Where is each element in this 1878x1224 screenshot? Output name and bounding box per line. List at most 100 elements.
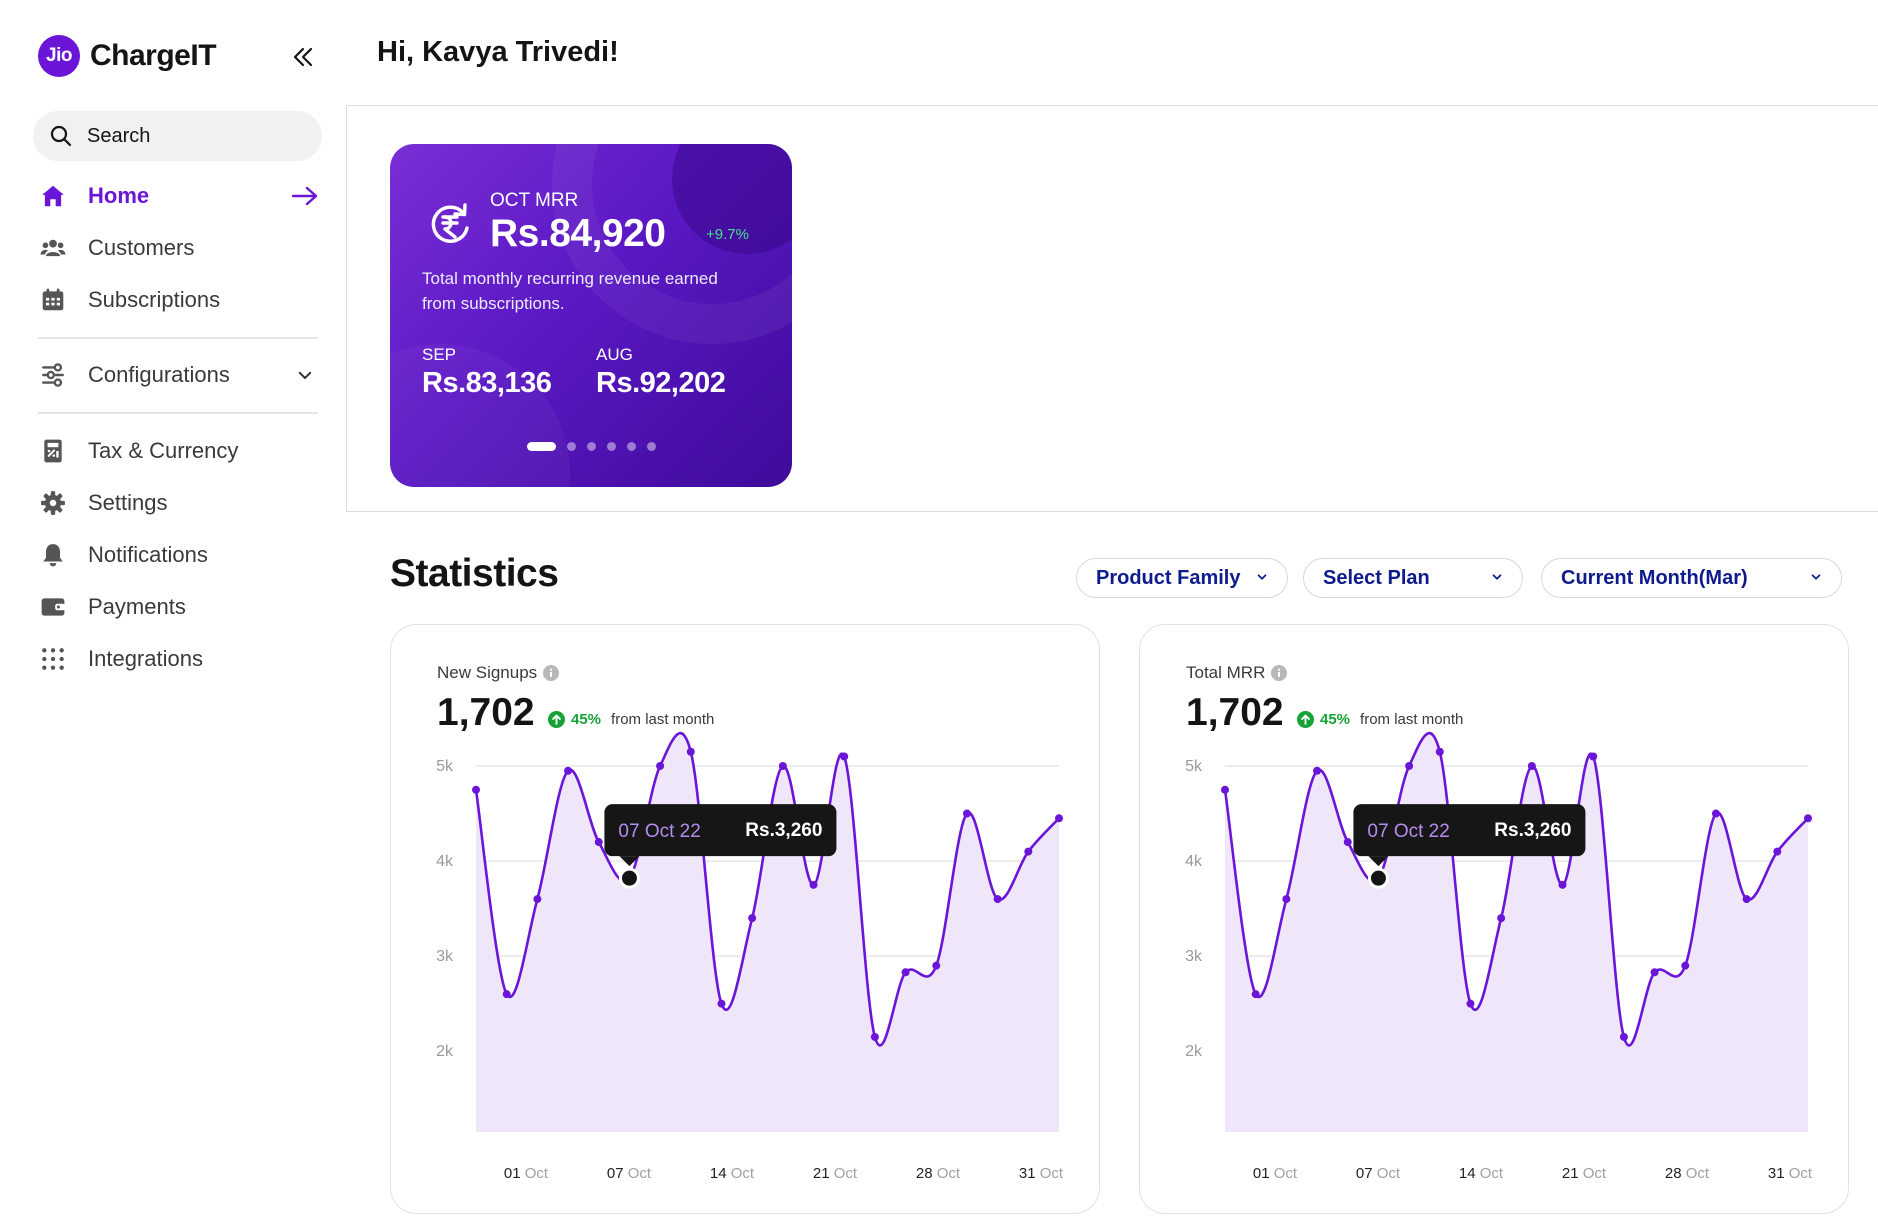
sidebar-item-customers[interactable]: Customers: [38, 222, 320, 274]
x-tick-label: 21 Oct: [1562, 1165, 1607, 1182]
x-tick-label: 28 Oct: [916, 1165, 961, 1182]
x-tick-label: 31 Oct: [1768, 1165, 1813, 1182]
data-point: [1435, 747, 1444, 756]
sidebar-item-configurations[interactable]: Configurations: [38, 349, 320, 401]
carousel-dot[interactable]: [627, 442, 636, 451]
arrow-right-icon: [291, 186, 318, 206]
data-point: [1650, 968, 1659, 977]
carousel-dot[interactable]: [647, 442, 656, 451]
data-point: [1251, 990, 1260, 999]
sidebar-item-settings[interactable]: Settings: [38, 477, 320, 529]
data-point: [901, 968, 910, 977]
total-mrr-chart[interactable]: 5k 4k 3k 2k 01 Oct 07 Oct 14 Oct 21 Oct 28 Oct 31…: [1140, 625, 1850, 1215]
mrr-change: +9.7%: [706, 226, 749, 243]
tooltip-pointer: [619, 856, 640, 867]
y-tick-label: 3k: [436, 948, 454, 965]
sidebar-item-label: Notifications: [88, 542, 208, 567]
card-title-text: New Signups: [437, 663, 538, 682]
sidebar-item-notifications[interactable]: Notifications: [38, 529, 320, 581]
current-month-dropdown[interactable]: Current Month(Mar): [1541, 558, 1842, 598]
select-plan-dropdown[interactable]: Select Plan: [1303, 558, 1523, 598]
new-signups-chart[interactable]: 5k 4k 3k 2k 01 Oct 07 Oct 14 Oct 21 Oct 28 Oct 31…: [391, 625, 1101, 1215]
sidebar-item-home[interactable]: Home: [38, 170, 320, 222]
data-point: [472, 785, 480, 794]
search-input[interactable]: Search: [33, 111, 322, 161]
tooltip-marker: [618, 867, 640, 889]
data-point: [1024, 847, 1033, 856]
new-signups-card: New Signups 1,702 45% from last month 5k…: [390, 624, 1100, 1214]
data-point: [1405, 762, 1414, 771]
x-tick-label: 01 Oct: [504, 1165, 549, 1182]
carousel-dot[interactable]: [587, 442, 596, 451]
x-tick-label: 21 Oct: [813, 1165, 858, 1182]
product-family-dropdown[interactable]: Product Family: [1076, 558, 1288, 598]
data-point: [686, 747, 695, 756]
info-icon[interactable]: [1271, 665, 1288, 681]
carousel-dot[interactable]: [607, 442, 616, 451]
sidebar-item-label: Tax & Currency: [88, 438, 239, 463]
rupee-refresh-icon: [431, 203, 469, 243]
data-point: [1773, 847, 1782, 856]
data-point: [1221, 785, 1229, 794]
arrow-up-circle-icon: [548, 711, 565, 728]
tooltip-date: 07 Oct 22: [1367, 821, 1449, 842]
data-point: [1055, 814, 1063, 823]
x-tick-label: 14 Oct: [1459, 1165, 1504, 1182]
primary-nav: Home Customers Subscriptions: [38, 170, 320, 326]
search-placeholder: Search: [87, 124, 151, 147]
secondary-nav: Tax & Currency Settings Notifications Pa…: [38, 425, 320, 685]
data-point: [502, 990, 511, 999]
sidebar-item-payments[interactable]: Payments: [38, 581, 320, 633]
data-point: [717, 999, 726, 1008]
calculator-icon: [44, 439, 62, 463]
x-tick-label: 14 Oct: [710, 1165, 755, 1182]
y-tick-label: 5k: [436, 758, 454, 775]
page-header: Hi, Kavya Trivedi!: [346, 0, 1878, 106]
info-icon[interactable]: [543, 665, 560, 681]
data-point: [748, 914, 757, 923]
x-tick-label: 07 Oct: [1356, 1165, 1401, 1182]
sidebar-item-label: Settings: [88, 490, 168, 515]
collapse-sidebar-button[interactable]: [286, 40, 320, 74]
card-title-text: Total MRR: [1186, 663, 1266, 682]
jio-logo-badge: Jio: [38, 35, 80, 77]
data-point: [1681, 961, 1690, 970]
data-point: [1282, 895, 1291, 904]
sidebar-item-label: Integrations: [88, 646, 203, 671]
nav-divider: [38, 337, 318, 339]
chart-tooltip: 07 Oct 22 Rs.3,260: [604, 804, 837, 867]
data-point: [1466, 999, 1475, 1008]
prev-month-value: Rs.92,202: [596, 367, 726, 399]
carousel-dots: [527, 442, 667, 451]
sidebar-item-integrations[interactable]: Integrations: [38, 633, 320, 685]
sidebar-item-subscriptions[interactable]: Subscriptions: [38, 274, 320, 326]
data-point: [932, 961, 941, 970]
sidebar-item-tax-currency[interactable]: Tax & Currency: [38, 425, 320, 477]
logo[interactable]: Jio ChargeIT: [38, 35, 217, 77]
data-point: [1527, 762, 1536, 771]
mrr-card[interactable]: OCT MRR Rs.84,920 +9.7% Total monthly re…: [390, 144, 792, 487]
tooltip-box: [1353, 804, 1586, 857]
carousel-dot[interactable]: [527, 442, 556, 451]
total-mrr-card: Total MRR 1,702 45% from last month 5k 4k…: [1139, 624, 1849, 1214]
y-tick-label: 2k: [436, 1043, 454, 1060]
tooltip-box: [604, 804, 837, 857]
trend-percent: 45%: [571, 711, 602, 728]
chart-tooltip: 07 Oct 22 Rs.3,260: [1353, 804, 1586, 867]
calendar-icon: [42, 288, 64, 311]
carousel-dot[interactable]: [567, 442, 576, 451]
data-point: [1497, 914, 1506, 923]
sidebar: Jio ChargeIT Search Home Customers Subsc…: [0, 0, 346, 1224]
arrow-up-circle-icon: [1297, 711, 1314, 728]
data-point: [594, 838, 603, 847]
double-chevron-left-icon: [293, 47, 313, 67]
card-title: New Signups: [437, 663, 560, 683]
data-point: [993, 895, 1002, 904]
sidebar-item-label: Customers: [88, 235, 195, 260]
gear-icon: [41, 491, 65, 515]
trend-indicator: 45% from last month: [1297, 711, 1463, 728]
hero-panel: [346, 106, 1878, 512]
data-point: [809, 880, 818, 889]
trend-text: from last month: [611, 711, 715, 728]
